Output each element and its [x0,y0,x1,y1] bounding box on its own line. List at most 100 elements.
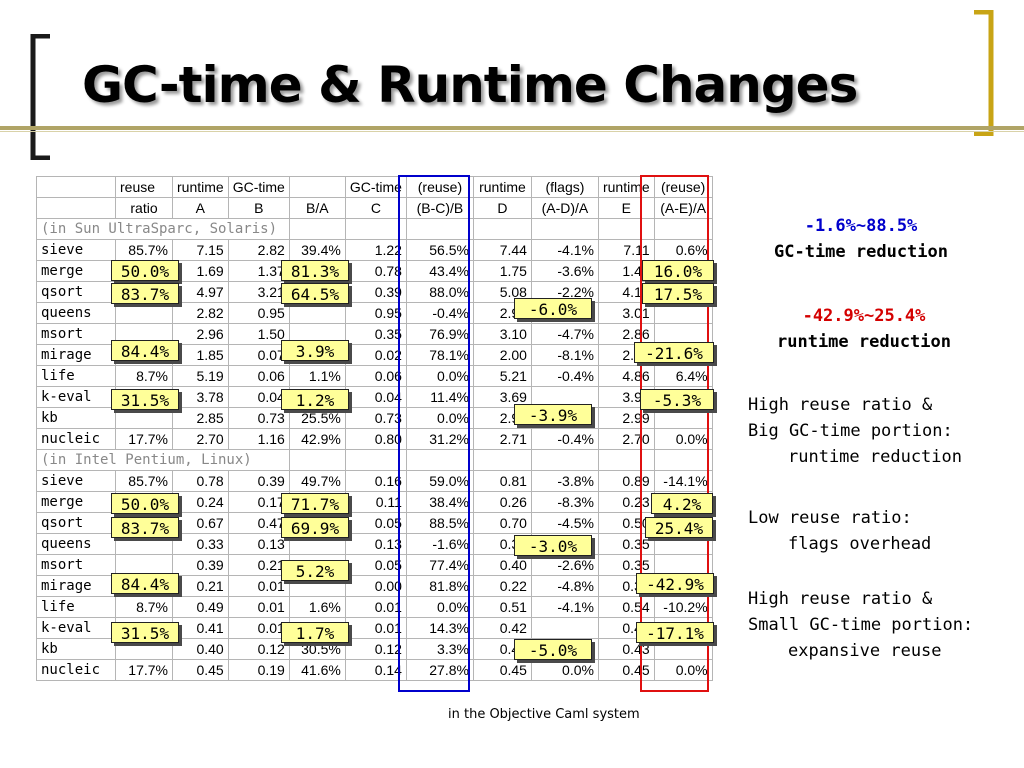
table-cell: 0.06 [227,365,290,387]
callout-value: -17.1% [636,622,714,643]
table-cell: 0.73 [344,407,407,429]
table-cell: 0.45 [597,659,655,681]
table-cell: 0.0% [405,407,474,429]
callout-value: 83.7% [111,517,179,538]
caption: in the Objective Caml system [448,707,640,722]
table-cell: 0.49 [172,596,229,618]
header-cell: (reuse) [405,176,474,198]
benchmark-name: sieve [36,470,116,492]
header-cell: (B-C)/B [405,197,474,219]
table-row: msort 2.96 1.50 0.35 76.9% 3.10 -4.7% 2.86 [36,323,713,345]
benchmark-name: mirage [36,344,116,366]
header-cell: D [472,197,532,219]
section-row: (in Sun UltraSparc, Solaris) [36,218,713,240]
callout-value: 69.9% [281,517,349,538]
table-cell: 0.40 [172,638,229,660]
title-rule [0,126,1024,130]
callout-value: 71.7% [281,493,349,514]
table-row: sieve 85.7% 0.78 0.39 49.7% 0.16 59.0% 0.81 -3.8… [36,470,713,492]
header-cell: C [344,197,407,219]
rt-label: runtime reduction [777,332,951,352]
table-cell: 0.0% [405,365,474,387]
table-cell [530,617,599,639]
table-row: life 8.7% 0.49 0.01 1.6% 0.01 0.0% 0.51 -4.1% 0.5… [36,596,713,618]
callout-value: -3.9% [514,404,592,425]
header-row: ratio A B B/A C (B-C)/B D (A-D)/A E (A-E)/A [36,197,713,219]
table-cell: 2.82 [227,239,290,261]
callout-value: 31.5% [111,389,179,410]
table-cell: 0.51 [472,596,532,618]
header-cell: runtime [472,176,532,198]
table-cell: 25.5% [288,407,346,429]
section-row: (in Intel Pentium, Linux) [36,449,713,471]
table-cell: 0.05 [344,554,407,576]
table-cell: 3.78 [172,386,229,408]
table-cell: -4.5% [530,512,599,534]
table-cell: 5.19 [172,365,229,387]
callout-value: 25.4% [645,517,713,538]
table-row: sieve 85.7% 7.15 2.82 39.4% 1.22 56.5% 7.44 -4.1… [36,239,713,261]
table-cell: 0.17 [227,491,290,513]
empty-cell [472,449,532,471]
table-cell: 0.42 [472,617,532,639]
table-cell: 81.8% [405,575,474,597]
callout-value: 17.5% [642,283,714,304]
table-cell: 0.78 [172,470,229,492]
table-cell: 4.86 [597,365,655,387]
header-cell [36,197,116,219]
note-small-gc-line2: Small GC-time portion: [748,615,974,635]
section-label: (in Intel Pentium, Linux) [36,449,290,471]
header-cell: GC-time [344,176,407,198]
table-cell [653,302,713,324]
table-cell: 1.85 [172,344,229,366]
callout-value: 4.2% [651,493,713,514]
table-cell: 0.0% [405,596,474,618]
table-cell: 0.6% [653,239,713,261]
benchmark-name: nucleic [36,659,116,681]
table-cell: -3.6% [530,260,599,282]
table-cell: 4.97 [172,281,229,303]
table-cell: 0.0% [653,428,713,450]
table-cell: 0.24 [172,491,229,513]
table-cell: 1.22 [344,239,407,261]
empty-cell [405,449,474,471]
table-cell: 17.7% [115,659,173,681]
benchmark-name: sieve [36,239,116,261]
callout-value: 31.5% [111,622,179,643]
table-cell: 77.4% [405,554,474,576]
table-cell: 0.95 [227,302,290,324]
table-cell: 59.0% [405,470,474,492]
table-cell: -0.4% [530,428,599,450]
gc-label: GC-time reduction [774,242,948,262]
table-cell: 8.7% [115,596,173,618]
empty-cell [653,218,713,240]
header-cell: A [172,197,229,219]
header-cell: (A-E)/A [653,197,713,219]
table-cell: 0.39 [227,470,290,492]
callout-value: 5.2% [281,560,349,581]
table-cell: 0.81 [472,470,532,492]
benchmark-name: merge [36,491,116,513]
title-rule-thin [0,131,1024,132]
table-cell: 0.40 [472,554,532,576]
note-big-gc: High reuse ratio & Big GC-time portion: … [748,392,962,470]
callout-value: 16.0% [642,260,714,281]
table-cell: 1.75 [472,260,532,282]
table-cell: 0.13 [344,533,407,555]
table-cell: 0.78 [344,260,407,282]
table-cell: 1.69 [172,260,229,282]
table-cell: 38.4% [405,491,474,513]
callout-value: -5.0% [514,639,592,660]
table-cell: 1.16 [227,428,290,450]
table-cell: 0.01 [227,617,290,639]
benchmark-name: life [36,365,116,387]
table-cell: 88.5% [405,512,474,534]
table-cell: 3.3% [405,638,474,660]
benchmark-name: k-eval [36,617,116,639]
table-cell: 1.1% [288,365,346,387]
table-row: nucleic 17.7% 0.45 0.19 41.6% 0.14 27.8% 0.45 0.… [36,659,713,681]
table-cell: 0.39 [344,281,407,303]
benchmark-name: mirage [36,575,116,597]
